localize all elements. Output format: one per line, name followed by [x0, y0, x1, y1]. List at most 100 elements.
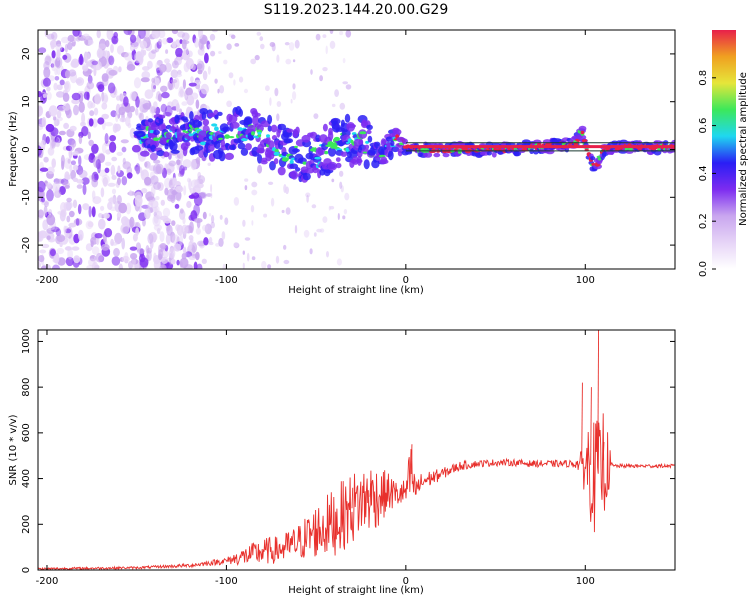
heat-speckle	[281, 209, 285, 214]
heat-speckle	[118, 106, 126, 116]
heat-speckle	[196, 63, 203, 70]
y-tick-label: 200	[21, 515, 32, 534]
heat-ridge-core	[228, 136, 235, 139]
heat-speckle	[139, 101, 143, 112]
heat-speckle	[182, 247, 187, 254]
heat-speckle	[104, 167, 110, 173]
heat-speckle	[78, 30, 82, 38]
heat-speckle	[168, 247, 176, 259]
heat-speckle	[242, 219, 246, 227]
heat-speckle	[97, 84, 105, 93]
heat-speckle	[46, 182, 52, 189]
heat-speckle	[188, 235, 194, 241]
heat-speckle	[246, 252, 250, 262]
heat-speckle	[90, 174, 95, 182]
heat-speckle	[319, 228, 325, 233]
heat-ridge-blob	[199, 108, 209, 115]
heat-speckle	[46, 33, 55, 40]
heat-speckle	[203, 237, 209, 246]
heat-speckle	[195, 227, 201, 235]
heat-speckle	[222, 263, 226, 269]
heat-speckle	[101, 143, 107, 154]
heat-ridge-blob	[327, 161, 338, 171]
heat-speckle	[98, 213, 103, 218]
heat-speckle	[178, 86, 185, 95]
heat-speckle	[210, 192, 213, 199]
heat-speckle	[270, 197, 275, 207]
heat-speckle	[202, 224, 208, 231]
heat-ridge-blob	[169, 141, 178, 151]
heat-speckle	[56, 247, 65, 255]
heat-ridge-blob	[237, 142, 246, 150]
heat-speckle	[42, 219, 49, 231]
heat-speckle	[265, 85, 270, 92]
heat-speckle	[93, 107, 99, 116]
heat-speckle	[290, 98, 293, 104]
heat-speckle	[311, 204, 317, 209]
heat-speckle	[173, 73, 183, 78]
heat-ridge-blob	[367, 135, 373, 143]
heat-speckle	[193, 203, 201, 216]
heat-speckle	[175, 47, 183, 58]
heat-speckle	[184, 251, 193, 258]
heat-speckle	[167, 101, 174, 108]
heat-ridge-blob	[335, 157, 341, 163]
heat-ridge-blob	[140, 150, 150, 157]
heat-speckle	[181, 39, 187, 50]
heat-speckle	[63, 122, 69, 129]
heat-speckle	[285, 58, 292, 65]
heat-ridge-blob	[295, 167, 301, 172]
heat-speckle	[187, 50, 193, 58]
heat-speckle	[149, 200, 154, 206]
heat-speckle	[100, 205, 105, 211]
heat-speckle	[56, 110, 62, 119]
heat-speckle	[90, 240, 94, 248]
heat-speckle	[230, 34, 236, 39]
heat-speckle	[93, 256, 97, 268]
heat-speckle	[119, 117, 127, 123]
heat-speckle	[105, 161, 112, 166]
heat-speckle	[121, 237, 125, 250]
heat-speckle	[173, 243, 182, 252]
heat-speckle	[251, 256, 256, 261]
heat-speckle	[188, 255, 196, 261]
heat-speckle	[156, 227, 161, 235]
heat-speckle	[129, 105, 135, 113]
heat-speckle	[118, 66, 122, 73]
heat-speckle	[292, 59, 296, 63]
heat-speckle	[72, 30, 80, 37]
heat-speckle	[328, 205, 331, 211]
heat-speckle	[233, 79, 236, 86]
heat-speckle	[82, 33, 90, 39]
heat-speckle	[163, 111, 172, 117]
heat-speckle	[86, 81, 95, 90]
heat-speckle	[106, 30, 114, 40]
heat-speckle	[223, 59, 228, 65]
heat-speckle	[54, 68, 58, 76]
heat-ridge-blob	[267, 114, 273, 125]
heat-ridge-blob	[423, 152, 433, 158]
x-tick-label: -100	[215, 576, 238, 587]
heat-speckle	[126, 64, 136, 71]
heat-speckle	[125, 202, 132, 215]
heat-ridge-blob	[243, 116, 253, 125]
heat-speckle	[71, 160, 76, 166]
heat-speckle	[93, 173, 99, 181]
heat-speckle	[283, 259, 290, 265]
heat-speckle	[345, 84, 352, 90]
heat-speckle	[101, 102, 108, 110]
heat-speckle	[81, 177, 90, 185]
heat-speckle	[208, 43, 212, 49]
heat-speckle	[39, 190, 46, 199]
heat-speckle	[109, 141, 117, 153]
heat-speckle	[136, 248, 145, 254]
heat-speckle	[207, 162, 211, 166]
heat-speckle	[105, 40, 110, 48]
heat-speckle	[135, 96, 140, 108]
heat-ridge-core	[214, 126, 219, 131]
heat-speckle	[116, 151, 123, 156]
heat-speckle	[38, 230, 48, 239]
heat-speckle	[172, 60, 179, 69]
colorbar-ticks: 0.0 0.2 0.4 0.6 0.8	[698, 70, 716, 277]
heat-speckle	[64, 184, 70, 189]
